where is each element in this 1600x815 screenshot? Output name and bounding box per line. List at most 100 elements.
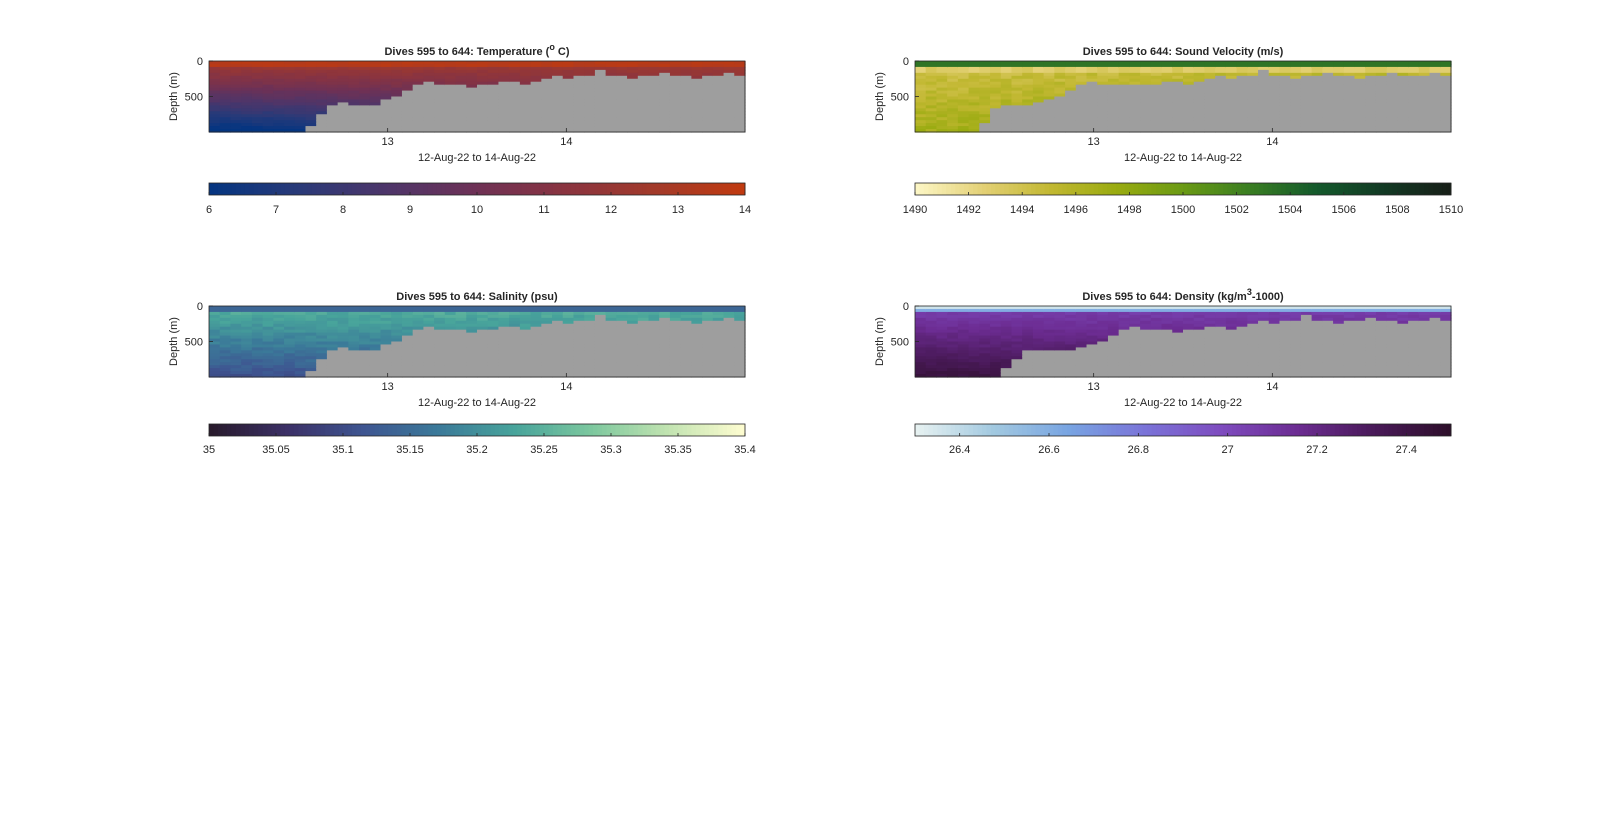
heatmap-cell	[1290, 323, 1302, 328]
colorbar-segment	[235, 183, 241, 195]
heatmap-cell	[1247, 111, 1259, 115]
heatmap-cell	[1097, 99, 1109, 104]
heatmap-cell	[316, 341, 328, 346]
colorbar-segment	[1433, 183, 1439, 195]
heatmap-cell	[1268, 338, 1281, 343]
heatmap-cell	[659, 320, 671, 325]
heatmap-cell	[348, 374, 360, 378]
heatmap-cell	[990, 66, 1002, 71]
heatmap-cell	[979, 308, 991, 313]
heatmap-cell	[1290, 72, 1302, 77]
heatmap-cell	[637, 356, 650, 360]
heatmap-cell	[380, 347, 392, 351]
heatmap-cell	[487, 326, 500, 331]
heatmap-cell	[1097, 114, 1109, 118]
heatmap-cell	[573, 84, 585, 89]
heatmap-cell	[423, 341, 435, 346]
heatmap-cell	[509, 69, 521, 74]
heatmap-cell	[466, 69, 478, 74]
heatmap-cell	[1365, 69, 1377, 74]
heatmap-cell	[637, 329, 650, 334]
heatmap-cell	[702, 359, 714, 363]
colorbar-segment	[633, 183, 639, 195]
heatmap-cell	[648, 72, 660, 77]
heatmap-cell	[1161, 317, 1173, 322]
heatmap-cell	[605, 114, 617, 118]
heatmap-cell	[1386, 96, 1398, 101]
heatmap-cell	[605, 341, 617, 346]
heatmap-cell	[487, 111, 500, 115]
heatmap-cell	[477, 344, 489, 349]
colorbar-segment	[602, 424, 608, 436]
heatmap-cell	[1375, 84, 1388, 89]
heatmap-cell	[659, 306, 671, 310]
heatmap-cell	[990, 314, 1002, 319]
heatmap-cell	[947, 332, 959, 337]
heatmap-cell	[1075, 61, 1088, 65]
colorbar-segment	[1040, 183, 1046, 195]
heatmap-cell	[552, 102, 564, 106]
heatmap-cell	[209, 120, 221, 124]
heatmap-cell	[1300, 81, 1313, 86]
heatmap-cell	[1193, 308, 1206, 313]
heatmap-cell	[915, 102, 927, 106]
heatmap-cell	[380, 87, 392, 92]
heatmap-cell	[1300, 114, 1313, 118]
heatmap-cell	[1204, 365, 1216, 369]
heatmap-cell	[1204, 72, 1216, 77]
heatmap-cell	[1236, 99, 1248, 104]
heatmap-cell	[1408, 75, 1420, 80]
heatmap-cell	[294, 75, 307, 80]
heatmap-cell	[605, 329, 617, 334]
heatmap-cell	[573, 323, 585, 328]
heatmap-cell	[1032, 123, 1045, 127]
heatmap-cell	[541, 78, 553, 83]
heatmap-cell	[1118, 84, 1130, 89]
heatmap-cell	[648, 329, 660, 334]
heatmap-cell	[530, 350, 542, 354]
heatmap-cell	[1204, 332, 1216, 337]
heatmap-cell	[294, 362, 307, 366]
heatmap-cell	[1140, 63, 1152, 68]
heatmap-cell	[369, 353, 382, 357]
heatmap-cell	[1054, 359, 1066, 363]
heatmap-cell	[552, 332, 564, 337]
heatmap-cell	[423, 317, 435, 322]
heatmap-cell	[241, 108, 253, 112]
colorbar-segment	[611, 183, 616, 195]
heatmap-cell	[541, 308, 553, 313]
heatmap-cell	[712, 72, 725, 77]
heatmap-cell	[616, 365, 628, 369]
heatmap-cell	[391, 368, 403, 372]
heatmap-cell	[487, 90, 500, 95]
heatmap-cell	[1258, 84, 1270, 89]
heatmap-cell	[1022, 120, 1034, 124]
heatmap-cell	[1204, 323, 1216, 328]
heatmap-cell	[680, 129, 692, 133]
heatmap-cell	[1065, 374, 1077, 378]
colorbar-segment	[731, 424, 737, 436]
heatmap-cell	[1258, 120, 1270, 124]
heatmap-cell	[605, 61, 617, 65]
heatmap-cell	[209, 353, 221, 357]
heatmap-cell	[241, 61, 253, 65]
heatmap-cell	[1022, 81, 1034, 86]
heatmap-cell	[530, 329, 542, 334]
heatmap-cell	[241, 314, 253, 319]
heatmap-cell	[925, 332, 938, 337]
heatmap-cell	[477, 123, 489, 127]
heatmap-cell	[947, 329, 959, 334]
heatmap-cell	[1333, 114, 1345, 118]
heatmap-cell	[734, 338, 746, 343]
colorbar-segment	[338, 183, 344, 195]
heatmap-cell	[1193, 306, 1206, 310]
heatmap-cell	[1268, 341, 1281, 346]
heatmap-cell	[1268, 61, 1281, 65]
heatmap-cell	[1065, 359, 1077, 363]
heatmap-cell	[1279, 108, 1291, 112]
heatmap-cell	[1075, 84, 1088, 89]
heatmap-cell	[209, 102, 221, 106]
heatmap-cell	[477, 120, 489, 124]
heatmap-cell	[584, 374, 596, 378]
heatmap-cell	[1408, 63, 1420, 68]
